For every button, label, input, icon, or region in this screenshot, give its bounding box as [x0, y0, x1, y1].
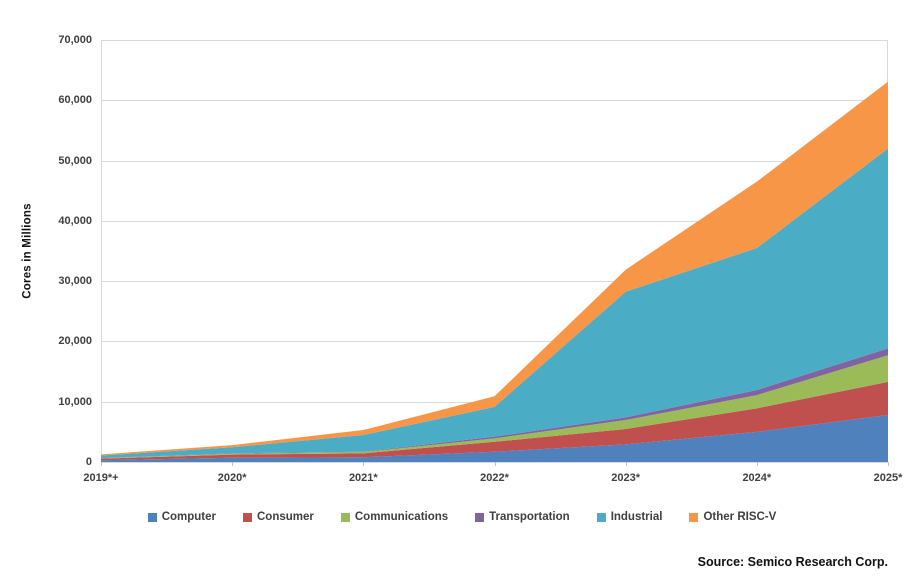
y-axis-label: 30,000: [58, 275, 92, 288]
source-text: Source: Semico Research Corp.: [697, 555, 888, 569]
y-axis-label: 60,000: [58, 94, 92, 107]
legend-label: Communications: [354, 511, 449, 523]
x-axis-label: 2025*: [873, 472, 903, 484]
x-axis-label: 2024*: [742, 472, 772, 484]
plot-svg: [101, 40, 889, 466]
legend-swatch-icon: [147, 512, 157, 522]
legend-item: Industrial: [596, 511, 663, 523]
y-axis-label: 20,000: [58, 335, 92, 348]
area-series-consumer: [101, 381, 888, 461]
y-axis-label: 10,000: [58, 395, 92, 408]
legend: Computer Consumer Communications Transporta…: [0, 511, 924, 523]
legend-label: Other RISC-V: [703, 511, 777, 523]
legend-label: Computer: [161, 511, 216, 523]
y-axis-label: 0: [85, 456, 92, 468]
x-axis-label: 2020*: [217, 472, 247, 484]
legend-item: Transportation: [475, 511, 570, 523]
legend-swatch-icon: [243, 512, 252, 522]
legend-swatch-icon: [689, 512, 699, 522]
legend-label: Industrial: [610, 511, 663, 523]
y-axis-label: 40,000: [58, 214, 92, 227]
x-axis-label: 2021*: [348, 472, 378, 484]
legend-item: Communications: [340, 511, 449, 523]
x-axis-label: 2023*: [611, 472, 641, 484]
legend-swatch-icon: [596, 512, 606, 522]
legend-swatch-icon: [475, 512, 485, 522]
y-axis-label: 70,000: [58, 34, 92, 46]
legend-label: Consumer: [257, 511, 314, 523]
area-series-industrial: [101, 148, 888, 459]
area-series-communications: [101, 355, 888, 459]
legend-item: Consumer: [243, 511, 314, 523]
x-axis-label: 2022*: [480, 472, 509, 484]
y-axis-label: 50,000: [58, 154, 92, 167]
legend-label: Transportation: [489, 511, 570, 523]
x-axis-label: 2019*+: [83, 472, 119, 484]
legend-item: Other RISC-V: [689, 511, 776, 523]
area-series-computer: [101, 414, 888, 462]
legend-swatch-icon: [340, 512, 350, 522]
legend-item: Computer: [147, 511, 216, 523]
